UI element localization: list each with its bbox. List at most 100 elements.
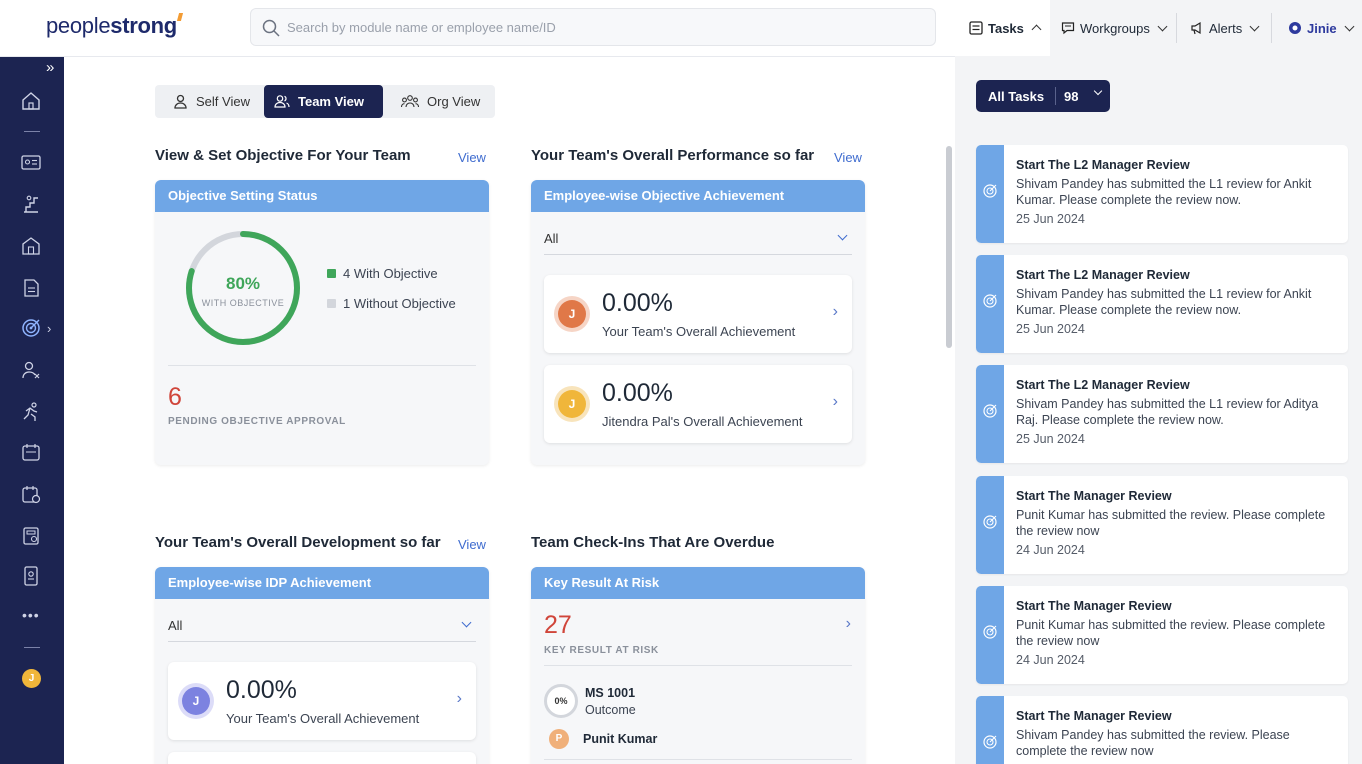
- chevron-down-icon: [461, 617, 472, 628]
- home-icon[interactable]: [20, 90, 42, 112]
- task-date: 24 Jun 2024: [1016, 543, 1085, 557]
- key-result-code[interactable]: MS 1001: [585, 686, 636, 700]
- card-header: Employee-wise IDP Achievement: [155, 567, 489, 599]
- tab-org-view-label: Org View: [427, 94, 481, 109]
- objective-donut-chart: 80% WITH OBJECTIVE: [186, 231, 300, 345]
- achievement-percent: 0.00%: [602, 379, 673, 407]
- target-icon: [983, 404, 997, 418]
- expand-sidebar-icon[interactable]: »: [46, 59, 55, 76]
- target-icon: [983, 184, 997, 198]
- development-view-link[interactable]: View: [458, 537, 486, 552]
- achievement-label: Your Team's Overall Achievement: [226, 711, 420, 726]
- tasks-label: Tasks: [988, 20, 1024, 36]
- avatar: J: [554, 386, 590, 422]
- search-icon: [262, 19, 280, 37]
- task-card[interactable]: Start The L2 Manager Review Shivam Pande…: [976, 365, 1348, 463]
- legend-with-objective: 4 With Objective: [327, 266, 438, 281]
- achievement-item[interactable]: J 0.00% Your Team's Overall Achievement …: [544, 275, 852, 353]
- card-divider: [544, 759, 852, 760]
- development-section-title: Your Team's Overall Development so far: [155, 534, 441, 551]
- objective-view-link[interactable]: View: [458, 150, 486, 165]
- nav-divider: [1271, 13, 1272, 43]
- task-title: Start The Manager Review: [1016, 709, 1172, 723]
- objective-achievement-card: Employee-wise Objective Achievement All …: [531, 180, 865, 465]
- performance-view-link[interactable]: View: [834, 150, 862, 165]
- pending-approval-count[interactable]: 6: [168, 383, 182, 411]
- badge-icon[interactable]: [20, 565, 42, 587]
- progress-ring: 0%: [544, 684, 578, 718]
- stairs-icon[interactable]: [20, 193, 42, 215]
- task-accent: [976, 255, 1004, 353]
- task-card[interactable]: Start The L2 Manager Review Shivam Pande…: [976, 145, 1348, 243]
- task-card[interactable]: Start The Manager Review Punit Kumar has…: [976, 586, 1348, 684]
- achievement-label: Your Team's Overall Achievement: [602, 324, 796, 339]
- calculator-icon[interactable]: [20, 525, 42, 547]
- target-icon: [983, 294, 997, 308]
- owner-avatar: P: [549, 729, 569, 749]
- task-date: 25 Jun 2024: [1016, 432, 1085, 446]
- task-title: Start The Manager Review: [1016, 489, 1172, 503]
- tasks-icon: [969, 21, 983, 35]
- calendar-clock-icon[interactable]: [20, 483, 42, 505]
- task-card[interactable]: Start The L2 Manager Review Shivam Pande…: [976, 255, 1348, 353]
- global-search[interactable]: [250, 8, 936, 46]
- logo-text-bold: strong: [110, 13, 177, 38]
- building-icon[interactable]: [20, 235, 42, 257]
- performance-section-title: Your Team's Overall Performance so far: [531, 147, 815, 164]
- tasks-menu[interactable]: Tasks: [955, 0, 1050, 56]
- key-result-risk-card: Key Result At Risk 27 KEY RESULT AT RISK…: [531, 567, 865, 764]
- achievement-item[interactable]: J 0.00% Your Team's Overall Achievement …: [168, 662, 476, 740]
- jinie-menu[interactable]: Jinie: [1288, 0, 1355, 56]
- task-description: Punit Kumar has submitted the review. Pl…: [1016, 618, 1326, 648]
- submenu-arrow-icon: ›: [47, 321, 52, 336]
- user-icon: [174, 94, 187, 109]
- tab-team-view[interactable]: Team View: [264, 85, 383, 118]
- id-card-icon[interactable]: [20, 151, 42, 173]
- achievement-item[interactable]: J 0.00% Jitendra Pal's Overall Achieveme…: [544, 365, 852, 443]
- card-header: Objective Setting Status: [155, 180, 489, 212]
- task-card[interactable]: Start The Manager Review Punit Kumar has…: [976, 476, 1348, 574]
- search-input[interactable]: [287, 17, 887, 37]
- user-remove-icon[interactable]: [20, 359, 42, 381]
- performance-filter-dropdown[interactable]: All: [544, 230, 852, 255]
- user-avatar[interactable]: J: [22, 669, 41, 688]
- running-person-icon[interactable]: [20, 401, 42, 423]
- key-result-risk-count[interactable]: 27: [544, 611, 572, 639]
- tab-org-view[interactable]: Org View: [391, 85, 490, 118]
- development-filter-dropdown[interactable]: All: [168, 617, 476, 642]
- donut-percent-label: WITH OBJECTIVE: [202, 298, 285, 308]
- main-scrollbar[interactable]: [946, 146, 952, 348]
- chevron-right-icon: ›: [832, 303, 838, 320]
- task-accent: [976, 145, 1004, 243]
- key-result-type: Outcome: [585, 703, 636, 717]
- divider: [1055, 87, 1056, 105]
- donut-percent-text: 80%: [226, 274, 260, 293]
- document-icon[interactable]: [20, 277, 42, 299]
- alerts-menu[interactable]: Alerts: [1190, 0, 1260, 56]
- target-icon: [983, 515, 997, 529]
- task-title: Start The Manager Review: [1016, 599, 1172, 613]
- left-sidebar: » › ••• J: [0, 57, 64, 764]
- chevron-down-icon: [1344, 21, 1355, 31]
- more-icon[interactable]: •••: [22, 607, 40, 623]
- task-card[interactable]: Start The Manager Review Shivam Pandey h…: [976, 696, 1348, 764]
- task-date: 25 Jun 2024: [1016, 212, 1085, 226]
- task-accent: [976, 586, 1004, 684]
- calendar-icon[interactable]: [20, 441, 42, 463]
- chevron-down-icon: [1157, 21, 1168, 31]
- task-date: 24 Jun 2024: [1016, 653, 1085, 667]
- achievement-item[interactable]: [168, 752, 476, 764]
- workgroups-menu[interactable]: Workgroups: [1061, 0, 1168, 56]
- task-description: Shivam Pandey has submitted the L1 revie…: [1016, 397, 1319, 427]
- tab-self-view[interactable]: Self View: [163, 85, 260, 118]
- avatar: J: [178, 683, 214, 719]
- target-icon: [983, 735, 997, 749]
- filter-value: All: [168, 618, 183, 633]
- all-tasks-dropdown[interactable]: All Tasks 98: [976, 80, 1110, 112]
- jinie-label: Jinie: [1307, 20, 1337, 36]
- target-icon[interactable]: [20, 317, 42, 339]
- peoplestrong-logo[interactable]: peoplestrong: [46, 13, 183, 39]
- achievement-percent: 0.00%: [602, 289, 673, 317]
- target-icon: [983, 625, 997, 639]
- chevron-right-icon[interactable]: ›: [845, 615, 851, 632]
